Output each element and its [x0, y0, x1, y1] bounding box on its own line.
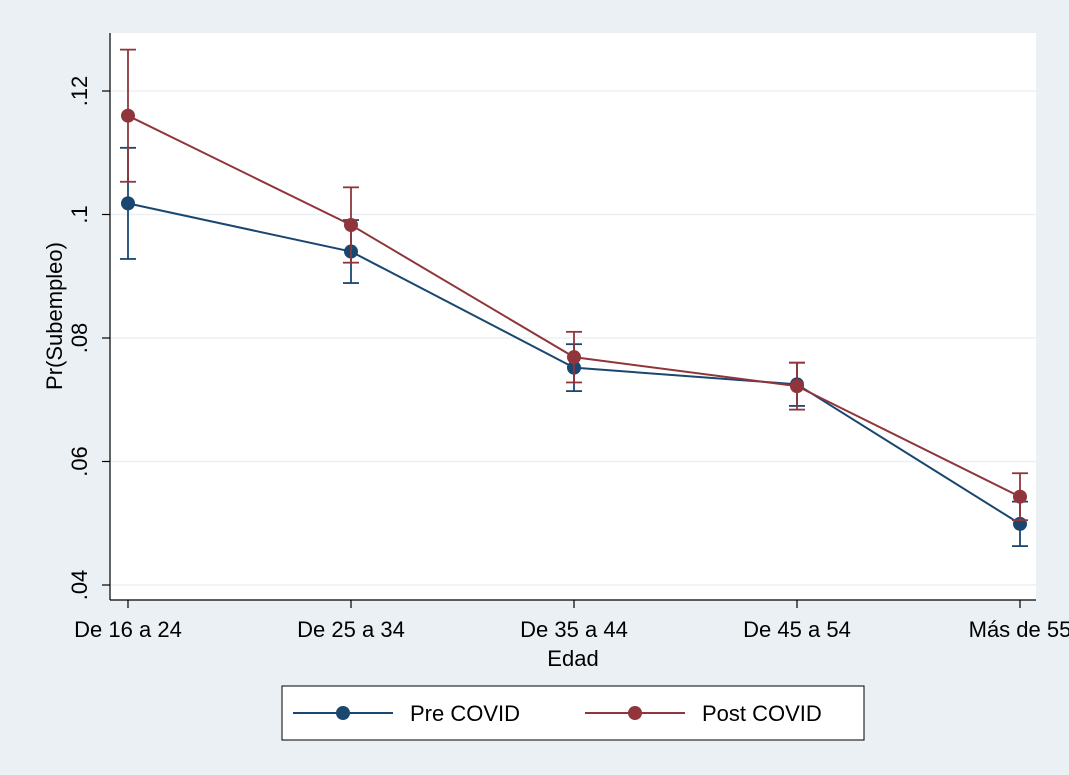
- axes: [109, 33, 1036, 601]
- data-point: [121, 108, 135, 123]
- legend: Pre COVID Post COVID: [281, 685, 865, 741]
- y-tick-label: .1: [67, 205, 92, 223]
- x-tick-label: De 45 a 54: [743, 617, 851, 642]
- x-tick-label: De 25 a 34: [297, 617, 405, 642]
- legend-marker: [628, 706, 642, 720]
- x-ticks: De 16 a 24 De 25 a 34 De 35 a 44 De 45 a 54…: [74, 600, 1069, 642]
- legend-marker: [336, 706, 350, 720]
- data-point: [121, 196, 135, 211]
- x-tick-label: De 35 a 44: [520, 617, 628, 642]
- plot-area: [110, 33, 1036, 600]
- data-point: [344, 217, 358, 232]
- y-tick-label: .04: [67, 570, 92, 601]
- legend-label: Post COVID: [702, 701, 822, 726]
- legend-items: Pre COVID Post COVID: [293, 701, 822, 726]
- y-tick-label: .06: [67, 446, 92, 477]
- data-point: [790, 379, 804, 394]
- x-axis-label: Edad: [547, 646, 598, 671]
- y-tick-label: .12: [67, 76, 92, 107]
- y-tick-label: .08: [67, 323, 92, 354]
- series-group: [120, 48, 1028, 522]
- x-tick-label: De 16 a 24: [74, 617, 182, 642]
- series: [120, 48, 1028, 547]
- data-point: [567, 350, 581, 365]
- legend-label: Pre COVID: [410, 701, 520, 726]
- y-axis-label: Pr(Subempleo): [42, 242, 67, 390]
- y-ticks: .04 .06 .08 .1 .12: [67, 76, 110, 601]
- data-point: [1013, 489, 1027, 504]
- x-tick-label: Más de 55: [969, 617, 1069, 642]
